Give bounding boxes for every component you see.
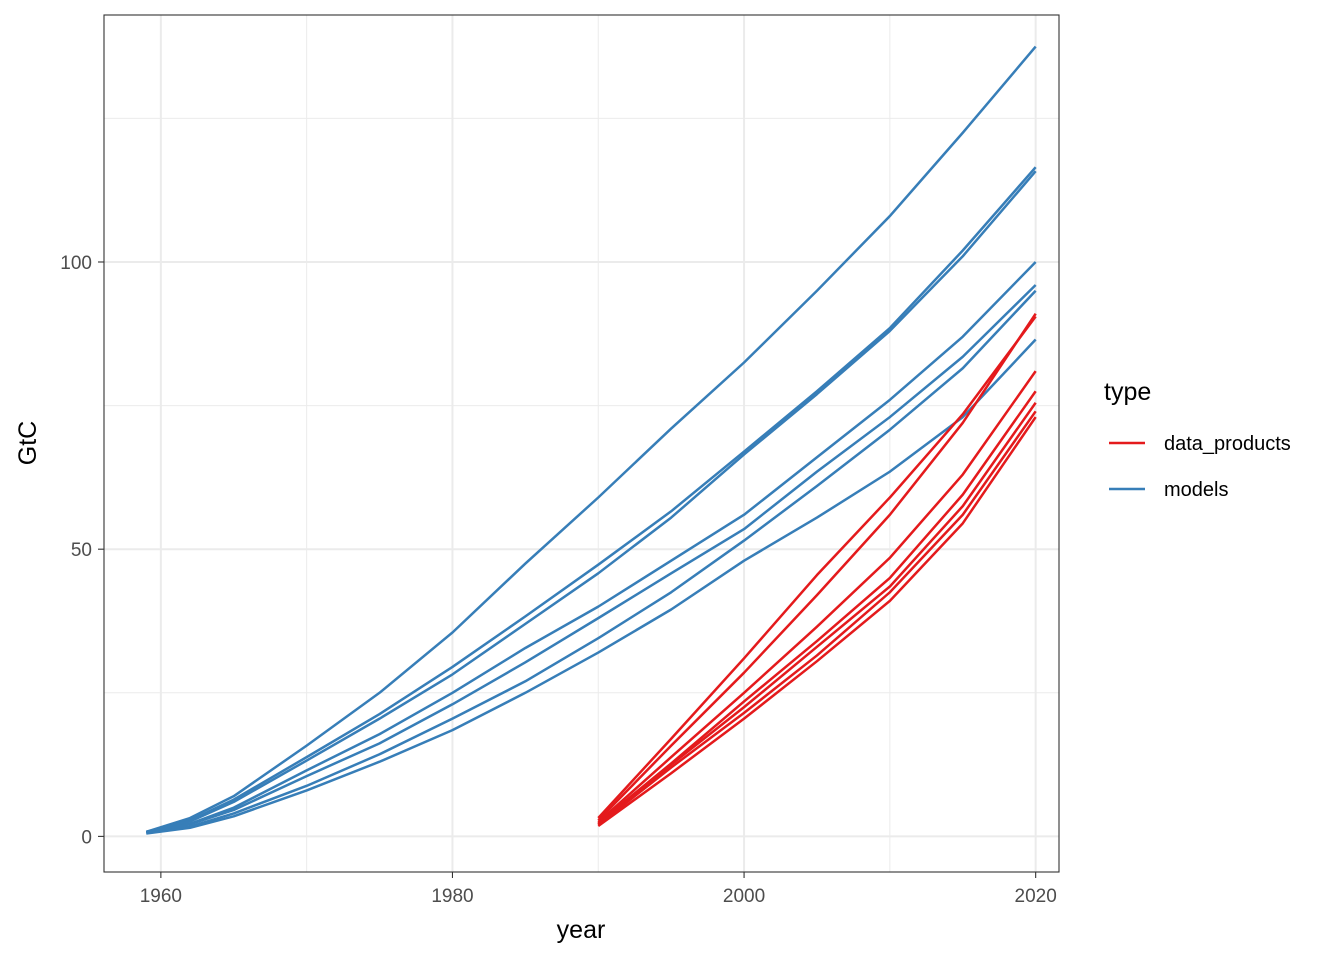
series-line-data-products-13 [597,416,1037,828]
x-axis-title: year [557,916,606,944]
x-tick-label: 2000 [723,886,765,907]
x-tick-label: 1960 [140,886,182,907]
panel-background [104,15,1059,872]
panel-border [103,14,1060,873]
y-tick-label: 50 [71,540,92,561]
series-line-models-6 [146,338,1037,835]
legend-label-data-products: data_products [1164,433,1291,455]
series-line-models-1 [145,166,1037,833]
grid-major [104,15,1059,872]
y-axis: 0 50 100 [60,253,104,848]
series-layer [145,45,1037,835]
series-line-models-4 [146,284,1037,834]
legend-entry-models: models [1109,479,1228,501]
series-line-data-products-7 [597,315,1037,819]
y-axis-title: GtC [14,421,42,465]
series-line-data-products-9 [597,370,1037,823]
legend-label-models: models [1164,479,1228,501]
y-tick-label: 100 [60,253,92,274]
x-tick-label: 1980 [431,886,473,907]
series-line-data-products-11 [597,401,1037,826]
y-tick-label: 0 [81,827,92,848]
series-line-models-0 [145,45,1037,833]
x-tick-label: 2020 [1015,886,1057,907]
legend-title: type [1104,378,1151,406]
series-line-models-2 [145,170,1037,834]
x-axis: 1960 1980 2000 2020 [140,872,1057,907]
series-line-models-5 [146,289,1037,835]
legend-entry-data-products: data_products [1109,433,1291,455]
series-line-data-products-12 [597,410,1037,826]
grid-minor [104,15,1059,872]
series-line-data-products-8 [597,312,1037,822]
legend: type data_products models [1104,378,1291,501]
series-line-models-3 [146,261,1037,834]
